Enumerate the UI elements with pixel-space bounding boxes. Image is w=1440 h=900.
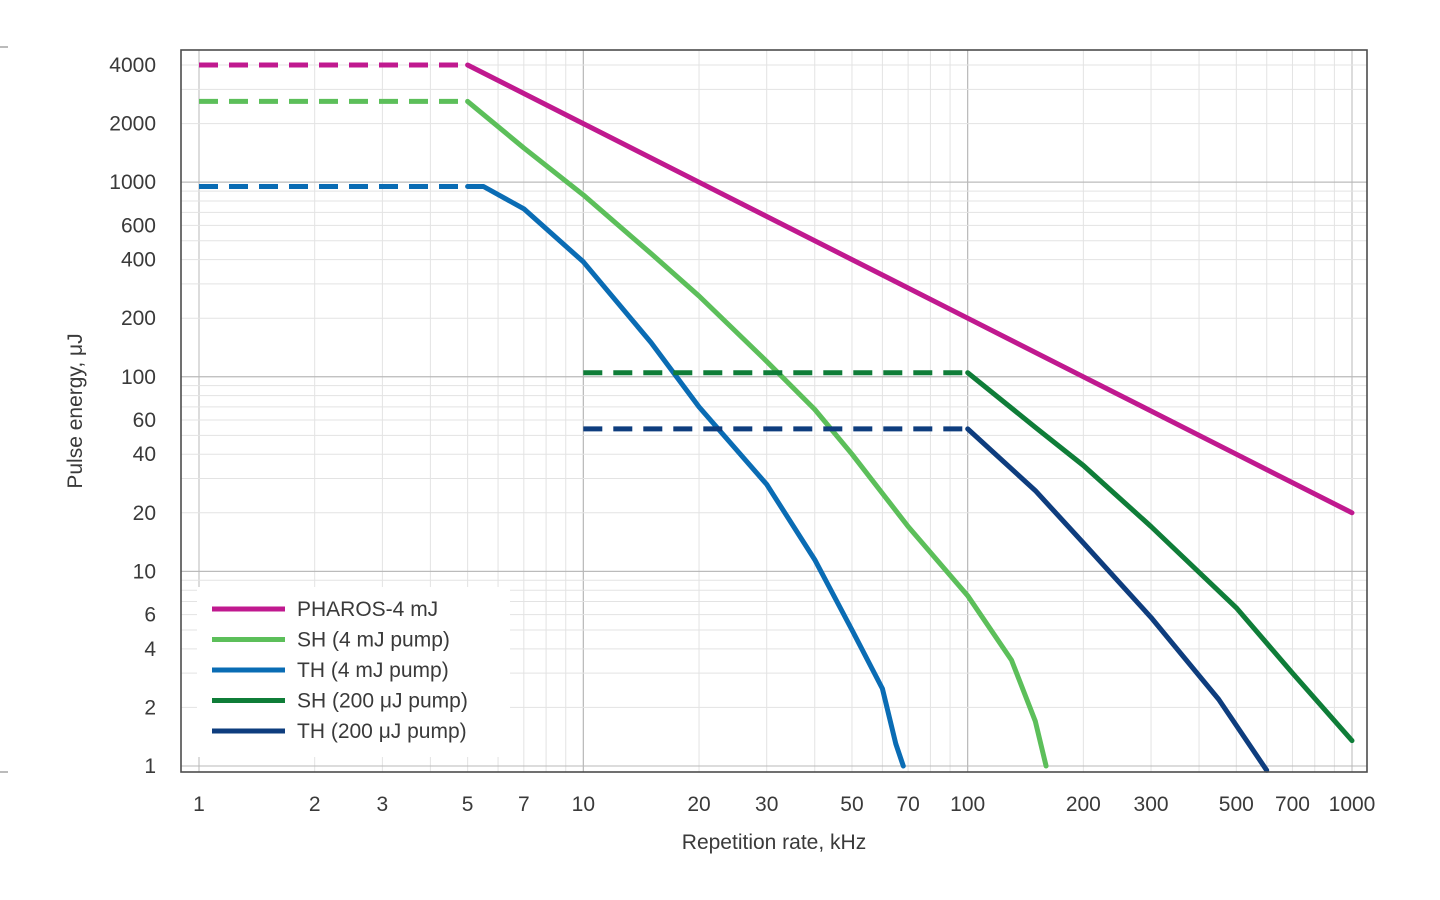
y-tick-label: 6 [144,604,156,627]
x-tick-label: 50 [840,793,863,816]
y-tick-label: 1 [144,755,156,778]
series-pharos-4-mj-solid [465,62,1355,516]
y-tick-label: 4000 [109,54,156,77]
x-tick-label: 10 [572,793,595,816]
series-sh-4-mj-pump-solid [465,98,1049,769]
x-tick-label: 2 [309,793,321,816]
y-tick-label: 1000 [109,171,156,194]
y-tick-label: 4 [144,638,156,661]
y-tick-label: 40 [133,443,156,466]
legend-label: TH (4 mJ pump) [297,659,449,682]
plot-frame [180,49,1368,773]
x-tick-label: 20 [687,793,710,816]
y-tick-label: 10 [133,560,156,583]
legend-label: SH (200 μJ pump) [297,690,468,713]
x-tick-label: 5 [462,793,474,816]
y-tick-label: 600 [121,214,156,237]
x-tick-label: 300 [1134,793,1169,816]
y-tick-label: 60 [133,409,156,432]
x-tick-label: 200 [1066,793,1101,816]
series-th-4-mj-pump-solid [465,184,906,769]
series-lines [199,62,1355,773]
x-tick-label: 3 [377,793,389,816]
x-tick-label: 700 [1275,793,1310,816]
y-tick-label: 2000 [109,113,156,136]
x-tick-label: 1000 [1329,793,1376,816]
x-tick-label: 70 [896,793,919,816]
series-sh-200-j-pump-solid [965,370,1355,744]
y-tick-label: 200 [121,307,156,330]
y-tick-label: 2 [144,696,156,719]
x-tick-label: 7 [518,793,530,816]
y-axis-title: Pulse energy, μJ [64,333,87,488]
x-axis-title: Repetition rate, kHz [682,831,866,854]
x-tick-label: 100 [950,793,985,816]
y-tick-label: 400 [121,249,156,272]
y-tick-labels: 1 2 4 6 10 20 40 60 100 200 400 600 1000 2000 4000 [109,54,156,778]
x-tick-labels: 1 2 3 5 7 10 20 30 50 70 100 200 300 500 700 1000 [193,793,1375,816]
legend-label: TH (200 μJ pump) [297,720,467,743]
legend: PHAROS-4 mJ SH (4 mJ pump) TH (4 mJ pump) S… [197,587,510,757]
x-tick-label: 30 [755,793,778,816]
series-th-200-j-pump-solid [965,426,1270,773]
y-tick-label: 20 [133,502,156,525]
legend-label: SH (4 mJ pump) [297,629,450,652]
x-tick-label: 1 [193,793,205,816]
legend-label: PHAROS-4 mJ [297,598,438,621]
x-tick-label: 500 [1219,793,1254,816]
grid [181,50,1367,772]
y-tick-label: 100 [121,366,156,389]
